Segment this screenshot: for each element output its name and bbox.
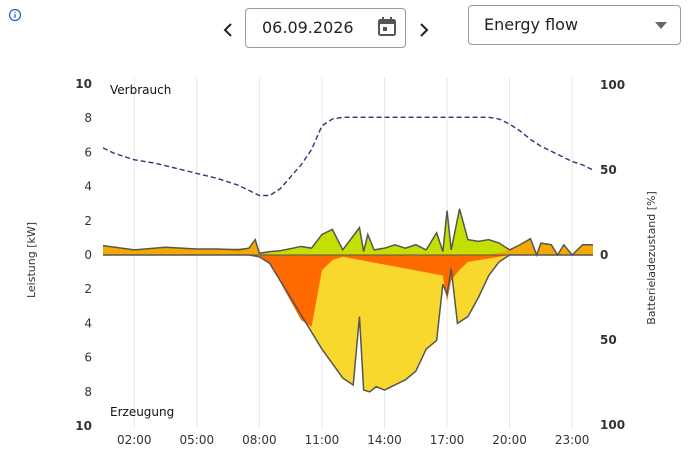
- consumption-area: [103, 208, 593, 255]
- chart-areas: [103, 208, 593, 392]
- chevron-right-icon: [420, 23, 429, 37]
- x-tick-label: 02:00: [117, 433, 152, 447]
- chart-labels: 02:00 05:00 08:00 11:00 14:00 17:00 20:00 23:00…: [25, 77, 658, 447]
- y2-tick-label: 50: [600, 333, 617, 347]
- x-tick-label: 23:00: [555, 433, 590, 447]
- date-input[interactable]: 06.09.2026: [245, 8, 406, 48]
- y2-tick-label: 50: [600, 163, 617, 177]
- y-tick-label: 6: [84, 145, 92, 159]
- caret-down-icon: [655, 22, 667, 29]
- y-tick-label: 8: [84, 385, 92, 399]
- chart-lines: [102, 116, 594, 393]
- view-select-value: Energy flow: [484, 15, 579, 34]
- pv-export-area: [259, 255, 510, 327]
- date-value: 06.09.2026: [262, 18, 354, 37]
- y-tick-label: 0: [84, 248, 92, 262]
- x-tick-label: 05:00: [180, 433, 215, 447]
- x-tick-label: 20:00: [492, 433, 527, 447]
- x-tick-label: 17:00: [430, 433, 465, 447]
- y2-axis-label: Batterieladezustand [%]: [645, 191, 658, 325]
- battery-soc-line: [102, 116, 594, 197]
- y-tick-label: 4: [84, 316, 92, 330]
- calendar-icon[interactable]: [376, 15, 398, 37]
- x-tick-label: 08:00: [242, 433, 277, 447]
- next-day-button[interactable]: [416, 22, 432, 38]
- chevron-left-icon: [223, 23, 232, 37]
- info-icon[interactable]: [8, 8, 22, 22]
- y-tick-label: 2: [84, 214, 92, 228]
- y2-tick-label: 0: [600, 248, 608, 262]
- previous-day-button[interactable]: [220, 22, 236, 38]
- consumption-outline: [102, 208, 593, 258]
- x-tick-label: 11:00: [305, 433, 340, 447]
- y2-tick-label: 100: [600, 418, 625, 432]
- y-axis-label: Leistung [kW]: [25, 222, 38, 298]
- y-tick-label: 6: [84, 351, 92, 365]
- grid-import-area: [103, 238, 593, 255]
- view-select[interactable]: Energy flow: [468, 5, 681, 45]
- y-tick-label: 10: [75, 77, 92, 91]
- x-tick-label: 14:00: [367, 433, 402, 447]
- y-tick-label: 2: [84, 282, 92, 296]
- y-tick-label: 8: [84, 111, 92, 125]
- y2-tick-label: 100: [600, 78, 625, 92]
- section-bottom-label: Erzeugung: [110, 405, 174, 419]
- y-tick-label: 10: [75, 419, 92, 433]
- section-top-label: Verbrauch: [110, 83, 171, 97]
- generation-area: [103, 255, 593, 392]
- generation-outline: [103, 254, 593, 393]
- y-tick-label: 4: [84, 180, 92, 194]
